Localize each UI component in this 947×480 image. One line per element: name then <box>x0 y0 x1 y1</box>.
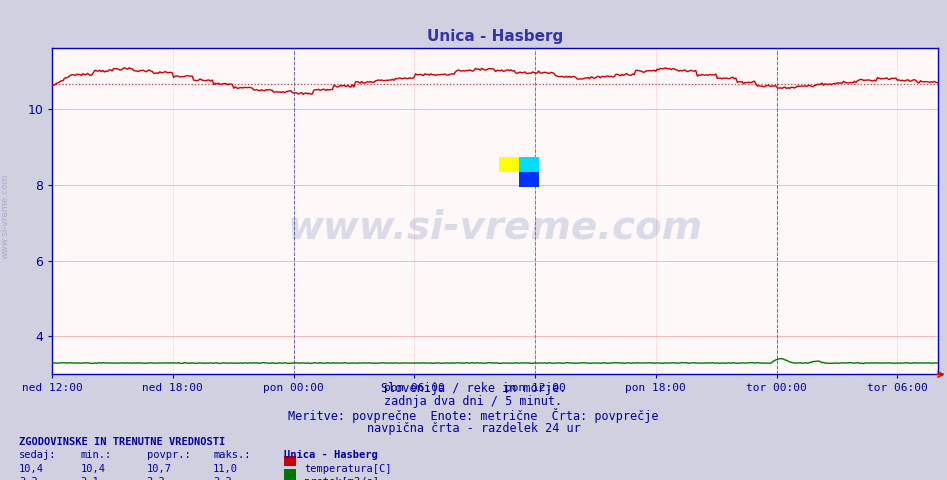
Text: ZGODOVINSKE IN TRENUTNE VREDNOSTI: ZGODOVINSKE IN TRENUTNE VREDNOSTI <box>19 437 225 447</box>
Text: sedaj:: sedaj: <box>19 450 57 460</box>
Text: 3,3: 3,3 <box>213 477 232 480</box>
Text: 3,3: 3,3 <box>147 477 166 480</box>
Text: pretok[m3/s]: pretok[m3/s] <box>304 477 379 480</box>
Text: maks.:: maks.: <box>213 450 251 460</box>
Text: temperatura[C]: temperatura[C] <box>304 464 391 474</box>
Text: 3,3: 3,3 <box>19 477 38 480</box>
Title: Unica - Hasberg: Unica - Hasberg <box>427 29 563 44</box>
Text: 3,1: 3,1 <box>80 477 99 480</box>
Text: Unica - Hasberg: Unica - Hasberg <box>284 450 378 460</box>
Text: www.si-vreme.com: www.si-vreme.com <box>287 208 703 247</box>
Text: 10,4: 10,4 <box>19 464 44 474</box>
Text: 10,4: 10,4 <box>80 464 105 474</box>
Text: Meritve: povprečne  Enote: metrične  Črta: povprečje: Meritve: povprečne Enote: metrične Črta:… <box>288 408 659 423</box>
Text: zadnja dva dni / 5 minut.: zadnja dva dni / 5 minut. <box>384 395 563 408</box>
Text: 11,0: 11,0 <box>213 464 238 474</box>
Text: min.:: min.: <box>80 450 112 460</box>
Text: 10,7: 10,7 <box>147 464 171 474</box>
Text: Slovenija / reke in morje.: Slovenija / reke in morje. <box>381 382 566 395</box>
Text: www.si-vreme.com: www.si-vreme.com <box>0 173 9 259</box>
Text: povpr.:: povpr.: <box>147 450 190 460</box>
Text: navpična črta - razdelek 24 ur: navpična črta - razdelek 24 ur <box>366 422 581 435</box>
